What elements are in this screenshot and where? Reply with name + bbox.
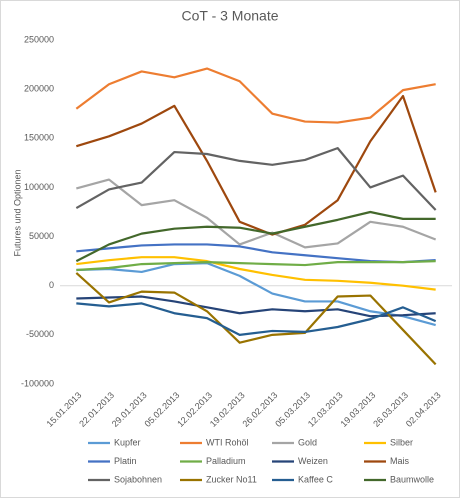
legend-label: Silber <box>390 437 413 447</box>
legend-label: Baumwolle <box>390 474 434 484</box>
y-tick-label: 150000 <box>24 133 54 143</box>
y-axis-label: Futures und Optionen <box>12 169 22 256</box>
legend-label: Kaffee C <box>298 474 333 484</box>
series-line <box>75 147 437 211</box>
legend-label: Weizen <box>298 456 328 466</box>
legend-label: Palladium <box>206 456 246 466</box>
y-tick-label: 50000 <box>29 231 54 241</box>
series-line <box>76 178 437 249</box>
y-tick-label: -100000 <box>21 378 54 388</box>
legend-label: WTI Rohöl <box>206 437 249 447</box>
series-line <box>75 210 436 263</box>
series-line <box>76 256 436 291</box>
legend-label: Kupfer <box>114 437 141 447</box>
series-line <box>75 67 436 124</box>
series-line <box>76 262 436 327</box>
chart-title: CoT - 3 Monate <box>181 8 278 24</box>
legend-label: Gold <box>298 437 317 447</box>
y-tick-label: 0 <box>49 280 54 290</box>
series-line <box>76 94 437 236</box>
legend-label: Zucker No11 <box>206 474 257 484</box>
legend-label: Mais <box>390 456 410 466</box>
y-tick-label: 100000 <box>24 182 54 192</box>
legend-label: Sojabohnen <box>114 474 162 484</box>
legend-label: Platin <box>114 456 137 466</box>
y-tick-label: -50000 <box>26 329 54 339</box>
y-tick-label: 200000 <box>24 84 54 94</box>
y-tick-label: 250000 <box>24 34 54 44</box>
series-line <box>76 260 436 272</box>
series-line <box>75 272 437 366</box>
series-line <box>76 302 437 336</box>
